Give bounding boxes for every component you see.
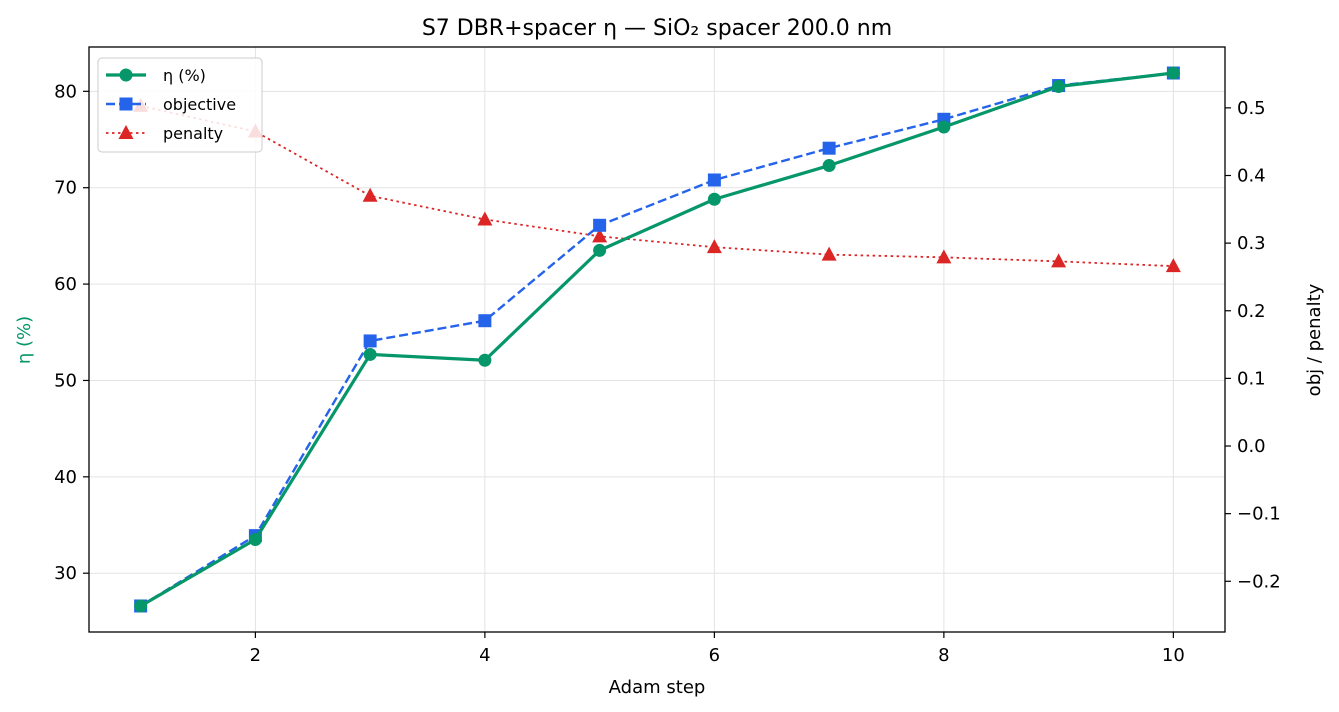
y-right-tick-label: 0.4 (1237, 165, 1266, 186)
y-right-tick-label: 0.5 (1237, 98, 1266, 119)
series-penalty (133, 97, 1181, 273)
data-point (593, 243, 607, 257)
chart-title: S7 DBR+spacer η — SiO₂ spacer 200.0 nm (422, 16, 892, 41)
x-tick-label: 2 (250, 645, 261, 666)
data-point (706, 239, 722, 254)
grid-lines (89, 47, 1225, 632)
y-left-tick-label: 80 (54, 81, 77, 102)
data-point (477, 211, 493, 226)
legend-marker (119, 97, 133, 111)
y-left-tick-label: 70 (54, 178, 77, 199)
y-left-tick-label: 60 (54, 274, 77, 295)
data-point (1166, 66, 1180, 80)
data-point (707, 192, 721, 206)
data-point (248, 532, 262, 546)
y-right-tick-label: 0.1 (1237, 368, 1266, 389)
legend-label: η (%) (163, 66, 206, 85)
y-right-tick-label: 0.3 (1237, 233, 1266, 254)
data-point (936, 249, 952, 264)
data-point (707, 173, 721, 187)
data-point (134, 599, 148, 613)
y-right-tick-label: 0.2 (1237, 301, 1266, 322)
data-point (363, 347, 377, 361)
series-line (139, 71, 1174, 608)
data-point (478, 314, 492, 328)
data-point (1051, 253, 1067, 268)
y-left-tick-label: 40 (54, 467, 77, 488)
series-eta (134, 66, 1180, 613)
y-right-tick-label: −0.1 (1237, 504, 1281, 525)
series-group (133, 66, 1181, 613)
data-point (821, 246, 837, 261)
data-point (822, 141, 836, 155)
y-axis-title-right: obj / penalty (1304, 283, 1325, 396)
data-point (822, 159, 836, 173)
data-point (1165, 258, 1181, 273)
data-point (362, 187, 378, 202)
legend-marker (119, 68, 133, 82)
legend-box (97, 57, 263, 153)
data-point (1052, 80, 1066, 94)
legend-label: penalty (163, 124, 223, 143)
axes: 2 4 6 8 10 30 40 50 60 70 80 −0.2 −0.1 0.0 0.1 0.2 0.3 0.… (54, 81, 1281, 666)
data-point (592, 228, 608, 243)
plot-frame (88, 46, 1226, 633)
legend-marker (118, 125, 134, 139)
series-objective (134, 66, 1180, 613)
x-tick-label: 4 (479, 645, 490, 666)
series-line (140, 71, 1174, 608)
y-right-tick-label: 0.0 (1237, 436, 1266, 457)
series-line (140, 104, 1174, 268)
data-point (478, 353, 492, 367)
y-left-tick-label: 50 (54, 370, 77, 391)
y-right-tick-label: −0.2 (1237, 571, 1281, 592)
data-point (593, 218, 607, 232)
x-tick-label: 8 (938, 645, 949, 666)
y-axis-title-left: η (%) (14, 316, 35, 364)
legend-label: objective (163, 95, 236, 114)
x-tick-label: 6 (709, 645, 720, 666)
data-point (363, 334, 377, 348)
x-tick-label: 10 (1162, 645, 1185, 666)
x-axis-title: Adam step (609, 677, 706, 698)
y-left-tick-label: 30 (54, 563, 77, 584)
data-point (937, 120, 951, 134)
legend: η (%) objective penalty (97, 57, 263, 153)
